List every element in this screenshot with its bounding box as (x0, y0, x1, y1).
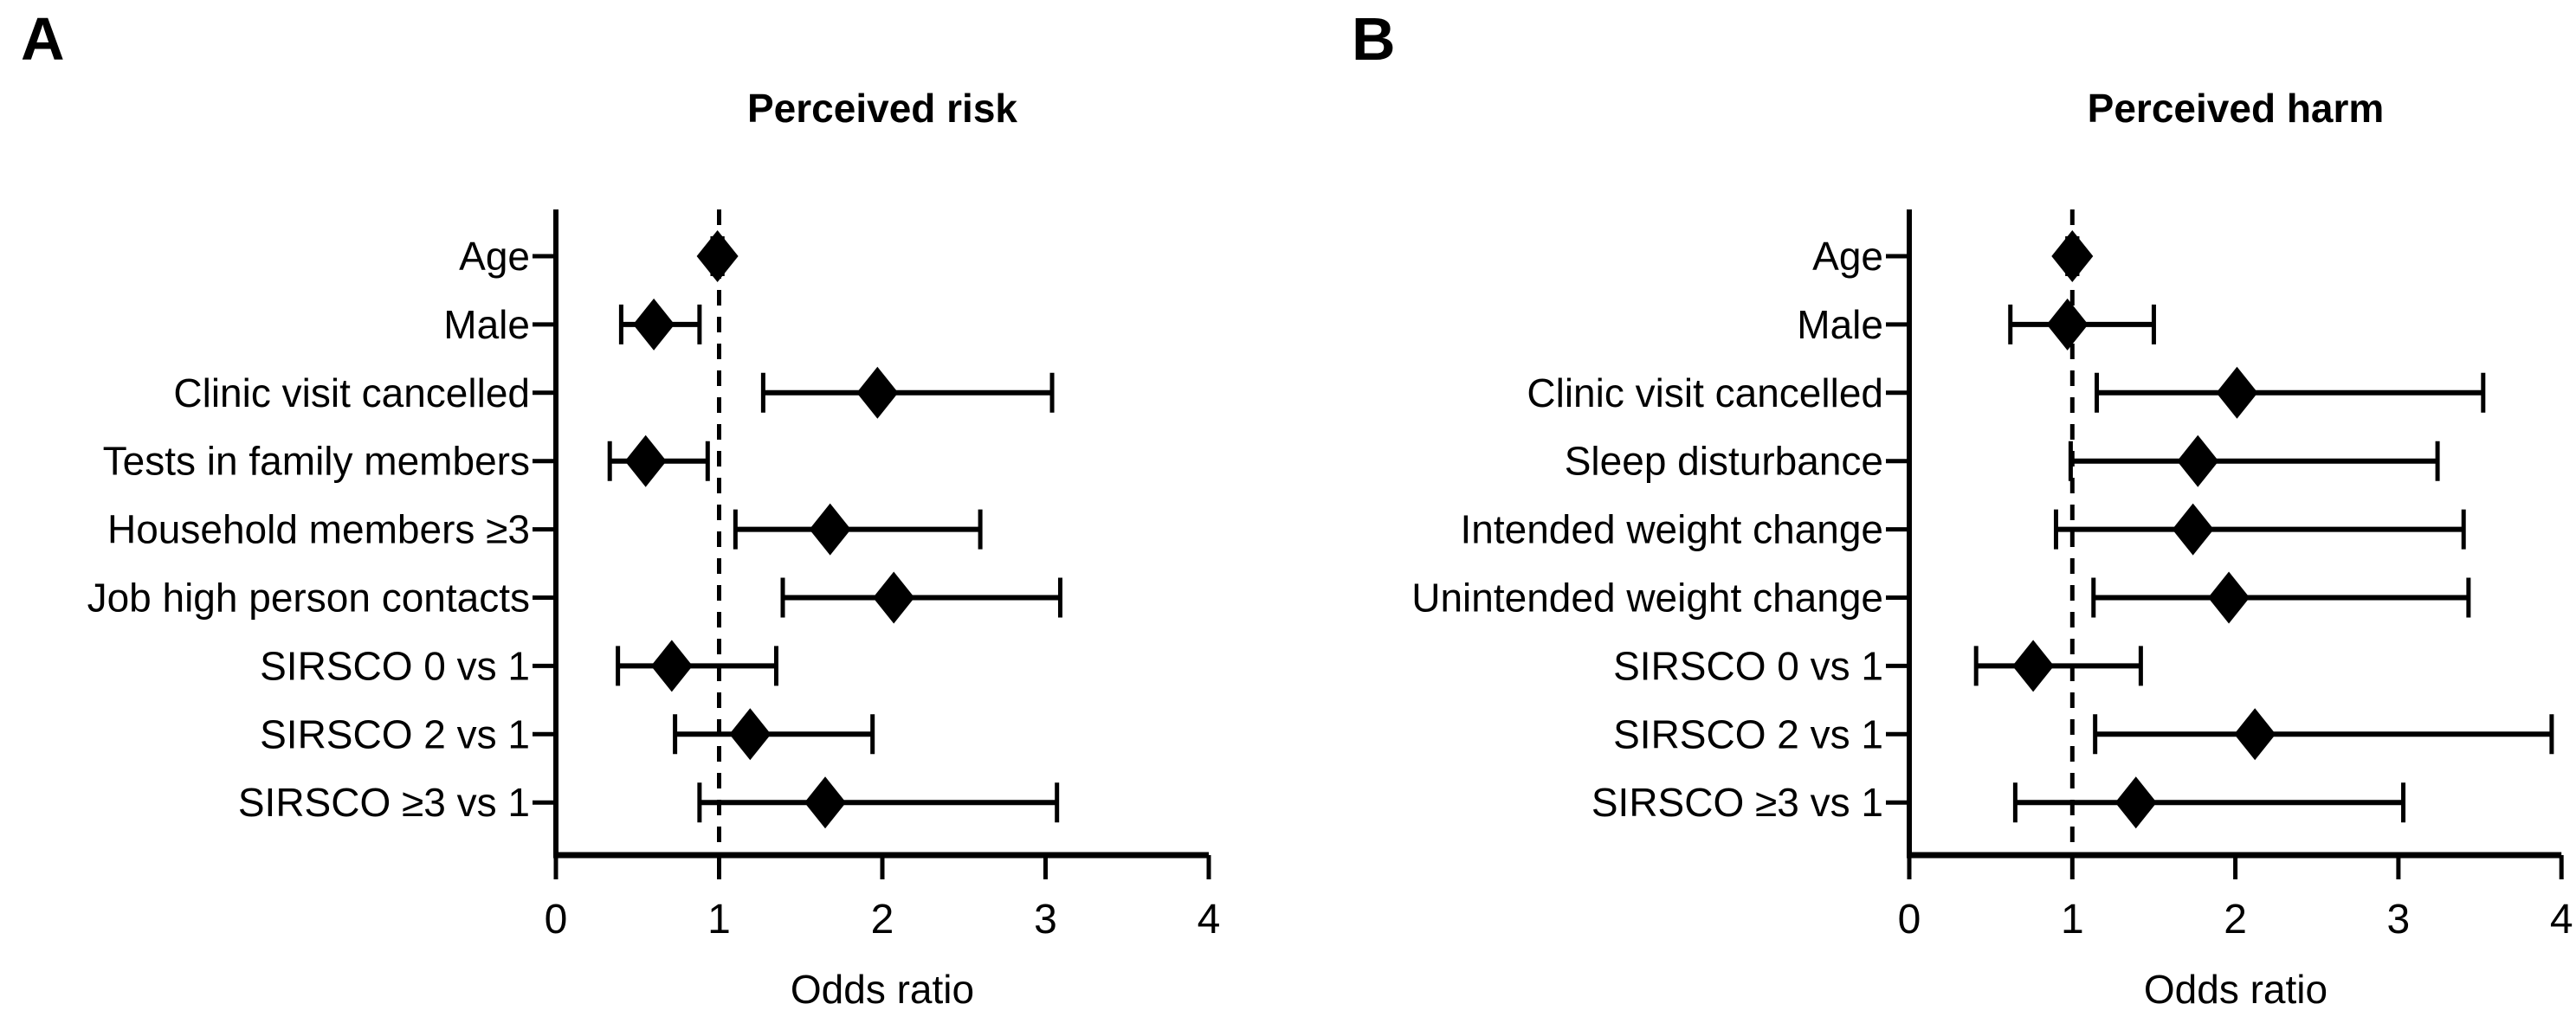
category-label: SIRSCO ≥3 vs 1 (1591, 780, 1883, 825)
odds-ratio-marker (2216, 366, 2258, 419)
category-label: Household members ≥3 (107, 507, 530, 552)
odds-ratio-marker (2234, 708, 2276, 761)
odds-ratio-marker (2046, 298, 2089, 351)
category-label: Tests in family members (103, 439, 530, 484)
category-label: Unintended weight change (1411, 576, 1883, 621)
panel-a-plot-area: 0 1 2 3 4 Age Male Clinic visit cancelled Tests … (87, 209, 1221, 943)
x-axis-tick-label: 3 (2387, 897, 2411, 943)
x-axis-tick-label: 1 (707, 897, 731, 943)
panel-b-x-axis-title: Odds ratio (2143, 967, 2328, 1012)
panel-a-letter: A (21, 5, 65, 73)
odds-ratio-marker (856, 366, 899, 419)
odds-ratio-marker (696, 230, 739, 282)
category-label: SIRSCO 2 vs 1 (260, 711, 530, 756)
x-axis-tick-label: 4 (1198, 897, 1221, 943)
panel-b-title: Perceived harm (2087, 86, 2385, 131)
panel-b-plot-area: 0 1 2 3 4 Age Male Clinic visit cancelled Sleep … (1411, 209, 2573, 943)
category-label: Male (443, 302, 530, 347)
panel-a-x-axis-title: Odds ratio (790, 967, 975, 1012)
odds-ratio-marker (729, 708, 772, 761)
x-axis-tick-label: 1 (2061, 897, 2084, 943)
odds-ratio-marker (809, 503, 851, 556)
category-label: Age (1812, 234, 1883, 279)
x-axis-tick-label: 0 (1898, 897, 1921, 943)
category-label: Job high person contacts (87, 576, 530, 621)
odds-ratio-marker (2172, 503, 2214, 556)
odds-ratio-marker (2114, 776, 2157, 829)
odds-ratio-marker (2012, 640, 2055, 692)
category-label: SIRSCO 0 vs 1 (1613, 643, 1883, 688)
x-axis-tick-label: 3 (1034, 897, 1057, 943)
category-label: Intended weight change (1460, 507, 1883, 552)
x-axis-tick-label: 0 (545, 897, 568, 943)
category-label: Sleep disturbance (1565, 439, 1883, 484)
category-label: Clinic visit cancelled (1527, 370, 1883, 415)
category-label: SIRSCO ≥3 vs 1 (238, 780, 530, 825)
x-axis-tick-label: 2 (2224, 897, 2247, 943)
category-label: Clinic visit cancelled (173, 370, 530, 415)
category-label: Male (1797, 302, 1883, 347)
category-label: SIRSCO 0 vs 1 (260, 643, 530, 688)
odds-ratio-marker (804, 776, 847, 829)
panel-perceived-harm: 0 1 2 3 4 Age Male Clinic visit cancelled Sleep … (1288, 0, 2576, 1036)
x-axis-tick-label: 4 (2550, 897, 2573, 943)
panel-a-title: Perceived risk (746, 86, 1018, 131)
category-label: Age (459, 234, 530, 279)
odds-ratio-marker (2208, 571, 2250, 624)
odds-ratio-marker (2051, 230, 2094, 282)
x-axis-tick-label: 2 (871, 897, 894, 943)
panel-perceived-risk: 0 1 2 3 4 Age Male Clinic visit cancelled Tests … (21, 5, 1221, 1012)
odds-ratio-marker (650, 640, 693, 692)
odds-ratio-marker (873, 571, 915, 624)
panel-b-letter: B (1352, 5, 1396, 73)
odds-ratio-marker (624, 434, 667, 487)
odds-ratio-marker (633, 298, 675, 351)
category-label: SIRSCO 2 vs 1 (1613, 711, 1883, 756)
odds-ratio-marker (2177, 434, 2219, 487)
